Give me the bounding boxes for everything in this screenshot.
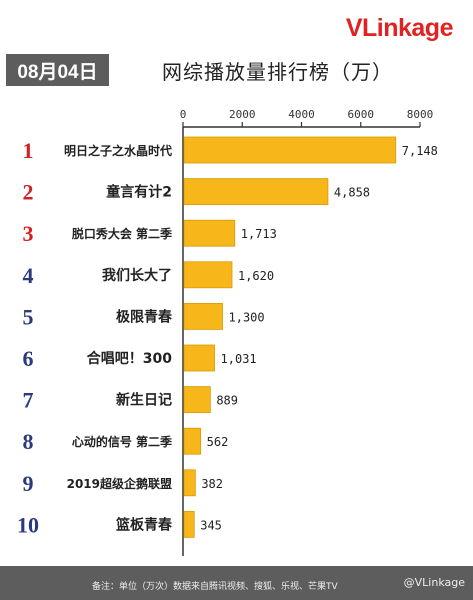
chart-title: 网综播放量排行榜（万） (162, 60, 393, 84)
value-label: 1,620 (238, 269, 274, 283)
logo-v: V (345, 14, 363, 42)
bar (183, 302, 223, 330)
vlinkage-logo: VLinkage (345, 14, 454, 43)
ranking-chart: 0 2000 4000 6000 8000 1 明日之子之水晶时代 7,148 2 童言有计2 4,… (17, 108, 438, 556)
x-tick-label: 4000 (288, 108, 315, 121)
value-label: 1,300 (229, 310, 265, 324)
show-name: 合唱吧！300 (87, 350, 172, 367)
footer-bar: 备注：单位（万次）数据来自腾讯视频、搜狐、乐视、芒果TV @VLinkage (0, 566, 473, 600)
rank-number: 3 (23, 221, 34, 246)
logo-age: age (411, 14, 453, 42)
rank-number: 5 (23, 304, 34, 329)
show-name: 篮板青春 (115, 516, 173, 533)
value-label: 382 (201, 477, 223, 491)
rank-number: 10 (17, 512, 39, 537)
value-label: 7,148 (402, 144, 438, 158)
value-label: 1,031 (221, 352, 257, 366)
date-badge: 08月04日 (6, 54, 109, 86)
rank-number: 8 (23, 429, 34, 454)
show-name: 我们长大了 (102, 267, 172, 284)
show-name: 心动的信号 第二季 (72, 434, 173, 449)
weibo-handle: @VLinkage (403, 576, 465, 589)
show-name: 童言有计2 (106, 184, 172, 201)
footer-note: 备注：单位（万次）数据来自腾讯视频、搜狐、乐视、芒果TV (92, 582, 338, 592)
value-label: 4,858 (334, 186, 370, 200)
bar (183, 178, 329, 206)
x-tick-label: 2000 (229, 108, 256, 121)
x-tick-label: 8000 (407, 108, 434, 121)
value-label: 562 (207, 435, 229, 449)
x-tick-label: 0 (180, 108, 187, 121)
rank-number: 1 (23, 138, 34, 163)
show-name: 脱口秀大会 第二季 (72, 226, 173, 241)
value-label: 1,713 (241, 227, 277, 241)
show-name: 2019超级企鹅联盟 (67, 476, 172, 491)
bar (183, 510, 195, 538)
show-name: 明日之子之水晶时代 (64, 143, 172, 158)
value-label: 889 (216, 394, 238, 408)
x-tick-label: 6000 (348, 108, 375, 121)
rank-number: 2 (23, 180, 34, 205)
bar (183, 219, 236, 247)
show-name: 极限青春 (116, 308, 173, 325)
bar (183, 344, 215, 372)
rank-number: 6 (23, 346, 34, 371)
rank-number: 9 (23, 471, 34, 496)
bar (183, 136, 397, 164)
bar (183, 386, 211, 414)
show-name: 新生日记 (116, 392, 172, 409)
bar (183, 427, 202, 455)
logo-link: Link (362, 14, 412, 42)
value-label: 345 (200, 518, 222, 532)
bar (183, 261, 233, 289)
rank-number: 7 (23, 388, 34, 413)
rank-number: 4 (23, 263, 34, 288)
bar (183, 469, 196, 497)
